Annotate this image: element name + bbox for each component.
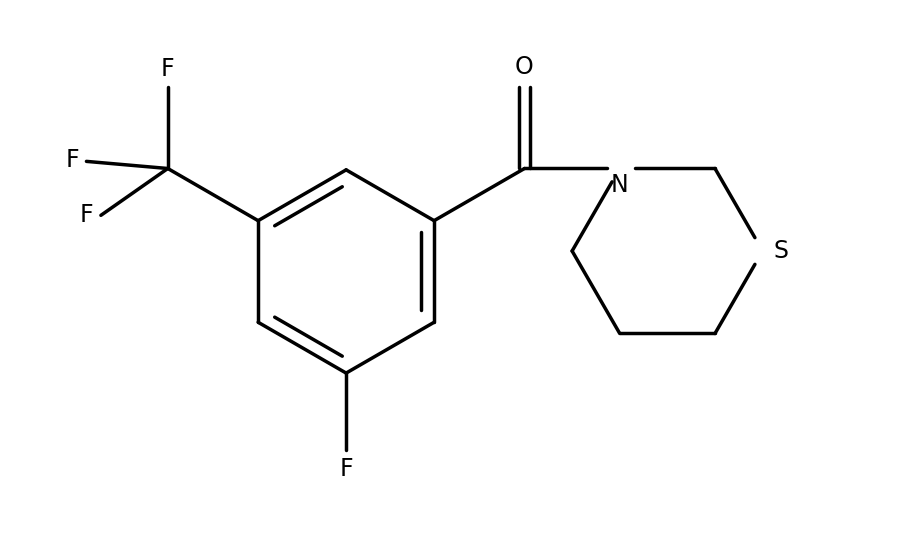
Text: N: N xyxy=(611,173,629,197)
Text: F: F xyxy=(66,147,79,172)
Text: F: F xyxy=(339,458,353,481)
Text: O: O xyxy=(515,55,534,79)
Text: F: F xyxy=(161,57,175,81)
Text: S: S xyxy=(774,239,788,263)
Text: F: F xyxy=(80,203,94,227)
